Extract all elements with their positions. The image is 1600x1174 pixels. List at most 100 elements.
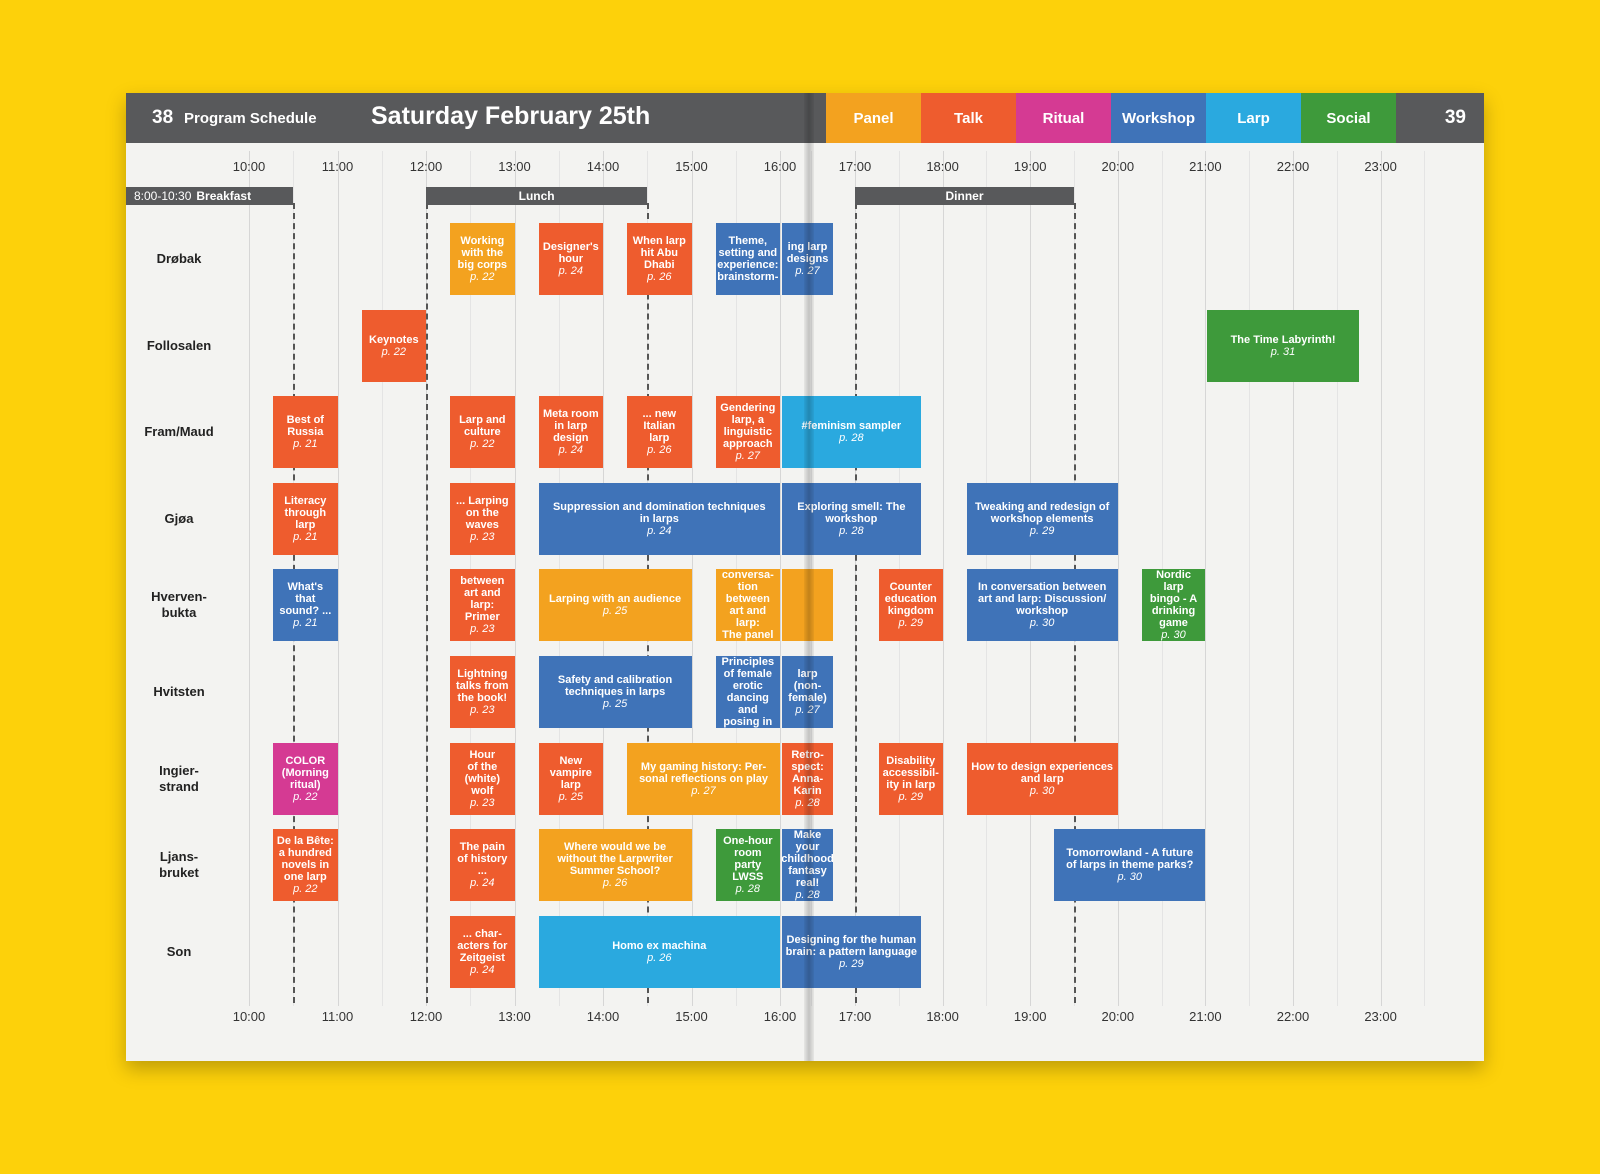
event-block[interactable]: ing larp designsp. 27 [782,223,834,295]
event-page: p. 23 [470,530,495,543]
event-title: Designing for the human brain: a pattern… [785,933,918,958]
hour-label-top: 19:00 [1013,159,1047,174]
hour-label-bottom: 21:00 [1189,1009,1222,1024]
event-block[interactable] [782,569,834,642]
event-title: Best of Russia [286,414,324,439]
event-block[interactable]: Best of Russia p. 21 [273,396,338,469]
schedule-booklet: 38 Program Schedule Saturday February 25… [126,93,1484,1061]
legend-workshop: Workshop [1111,93,1206,143]
event-page: p. 24 [558,444,584,457]
event-page: p. 30 [1161,629,1186,642]
event-block[interactable]: between art and larp: Primer p. 23 [450,569,515,642]
page-number-right: 39 [1444,107,1466,128]
event-block[interactable]: Retro- spect: Anna- Karinp. 28 [782,742,834,815]
event-block[interactable]: Nordic larp bingo - A drinking game p. 30 [1141,569,1206,642]
section-title: Program Schedule [184,110,317,127]
event-block[interactable]: Gendering larp, a linguistic approach p. … [715,396,780,469]
event-block[interactable]: Exploring smell: The workshop p. 28 [782,482,921,555]
event-block[interactable]: Lightning talks from the book! p. 23 [450,656,515,728]
event-block[interactable]: ... char- acters for Zeitgeist p. 24 [450,915,515,988]
event-block[interactable]: Tomorrowland - A future of larps in them… [1054,829,1206,902]
event-page: p. 29 [1029,524,1055,537]
event-title: Larp and culture [459,414,506,439]
event-block[interactable]: Suppression and domination techniques in… [538,482,780,555]
event-block[interactable]: Larping with an audience p. 25 [538,569,692,642]
event-block[interactable]: Counter education kingdom p. 29 [878,569,943,642]
event-page: p. 23 [470,796,495,809]
hour-label-bottom: 15:00 [675,1009,708,1024]
grid-line [1117,151,1119,1006]
event-page: p. 21 [293,438,318,451]
hour-label-top: 23:00 [1364,159,1397,174]
event-title: New vampire larp [549,754,592,791]
event-title: #feminism sampler [801,420,902,433]
event-title: One-hour room party LWSS [723,835,773,884]
room-label: Hvitsten [153,684,205,699]
day-title: Saturday February 25th [371,102,651,130]
event-title: Meta room in larp design [543,408,599,445]
event-block[interactable]: #feminism sampler p. 28 [782,396,921,469]
hour-label-top: 16:00 [763,159,797,174]
hour-label-bottom: 18:00 [926,1009,959,1024]
event-title: Exploring smell: The workshop [797,500,906,525]
event-title: Safety and calibration techniques in lar… [557,674,673,698]
meal-bar-dinner: Dinner [855,187,1074,205]
event-block[interactable]: Larp and culture p. 22 [450,396,515,469]
event-page: p. 27 [691,784,716,797]
meal-bar-breakfast: 8:00-10:30 Breakfast [126,187,294,205]
event-block[interactable]: Safety and calibration techniques in lar… [538,656,692,728]
event-block[interactable]: De la Bête: a hundred novels in one larp… [273,829,338,902]
meal-time: 8:00-10:30 [134,189,192,203]
event-block[interactable]: Keynotes p. 22 [361,309,426,382]
event-title: Homo ex machina [612,939,707,952]
event-block[interactable]: In conversa- tion between art and larp: … [715,569,780,642]
event-page: p. 27 [795,265,819,277]
event-block[interactable]: Designing for the human brain: a pattern… [782,915,921,988]
event-block[interactable]: Meta room in larp design p. 24 [538,396,603,469]
hour-label-top: 13:00 [498,159,531,174]
event-title: Literacy through larp [284,494,327,531]
event-page: p. 24 [647,524,672,537]
event-title: De la Bête: a hundred novels in one larp [276,835,334,884]
event-block[interactable]: Hour of the (white) wolf p. 23 [450,742,515,815]
event-page: p. 22 [470,271,495,283]
event-page: p. 21 [293,617,318,630]
event-block[interactable]: The pain of history ... p. 24 [450,829,515,902]
room-label: Ljans- bruket [159,849,199,881]
event-block[interactable]: Homo ex machina p. 26 [538,915,780,988]
event-page: p. 26 [602,877,628,890]
event-title: larp (non- female) [785,668,830,704]
legend-larp: Larp [1206,93,1301,143]
event-block[interactable]: Disability accessibil- ity in larp p. 29 [878,742,943,815]
event-page: p. 30 [1117,871,1142,884]
grid-line [514,151,516,1006]
event-block[interactable]: New vampire larp p. 25 [538,742,603,815]
event-block[interactable]: What's that sound? ... p. 21 [273,569,338,642]
room-label: Ingier- strand [159,762,199,794]
event-title: Hour of the (white) wolf [464,748,501,797]
event-block[interactable]: Where would we be without the Larpwriter… [538,829,692,902]
event-title: ing larp designs [787,241,829,265]
event-block[interactable]: ... Larping on the waves p. 23 [450,482,515,555]
event-block[interactable]: larp (non- female)p. 27 [782,656,834,728]
event-block[interactable]: When larp hit Abu Dhabi p. 26 [627,223,692,295]
event-block[interactable]: Literacy through larp p. 21 [273,482,338,555]
event-block[interactable]: My gaming history: Per- sonal reflection… [627,742,780,815]
event-block[interactable]: Principles of female erotic dancing and … [715,656,780,728]
event-block[interactable]: Make your childhood fantasy real!p. 28 [782,829,834,902]
event-block[interactable]: The Time Labyrinth! p. 31 [1207,309,1359,382]
event-block[interactable]: Designer's hour p. 24 [538,223,603,295]
hour-label-bottom: 13:00 [498,1009,531,1024]
hour-label-bottom: 10:00 [232,1009,266,1024]
event-block[interactable]: Theme, setting and experience: brainstor… [715,223,780,295]
hour-label-top: 21:00 [1189,159,1222,174]
event-block[interactable]: Tweaking and redesign of workshop elemen… [966,482,1118,555]
event-block[interactable]: COLOR (Morning ritual) p. 22 [273,742,338,815]
event-block[interactable]: In conversation between art and larp: Di… [966,569,1118,642]
event-block[interactable]: How to design experiences and larp p. 30 [966,742,1118,815]
event-block[interactable]: One-hour room party LWSS p. 28 [715,829,780,902]
event-block[interactable]: Working with the big corps p. 22 [450,223,515,295]
event-block[interactable]: ... new Italian larp p. 26 [627,396,692,469]
event-page: p. 28 [735,883,761,896]
legend-social: Social [1301,93,1396,143]
